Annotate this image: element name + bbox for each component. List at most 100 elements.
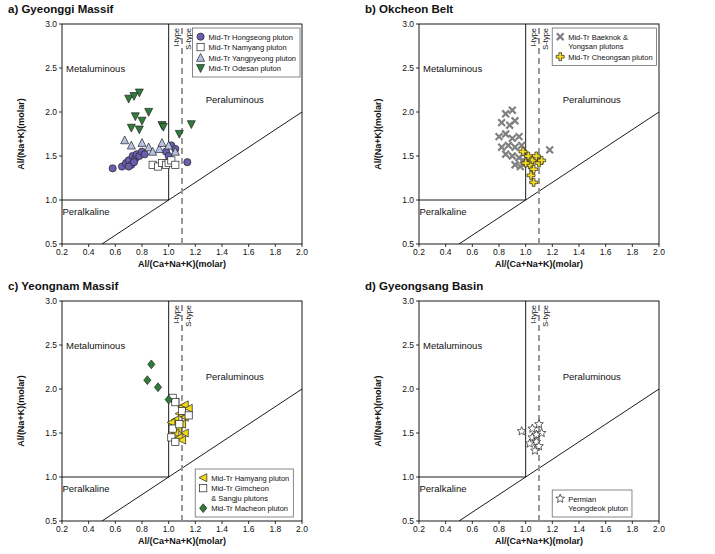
y-tick-label: 1.5 xyxy=(45,428,57,438)
legend-label-line: Permian xyxy=(568,495,598,504)
point xyxy=(109,165,116,172)
point xyxy=(517,427,526,435)
y-tick xyxy=(416,433,419,434)
y-tick xyxy=(416,200,419,201)
y-tick-label: 2.0 xyxy=(402,384,414,394)
legend-label: Mid-Tr Baeknok & Yongsan plutons xyxy=(568,33,630,52)
x-tick-label: 1.2 xyxy=(189,247,201,257)
legend-label: Mid-Tr Gimcheon & Sangju plutons xyxy=(211,484,271,503)
plot-area xyxy=(62,301,302,521)
series xyxy=(109,142,191,172)
x-tick-label: 0.8 xyxy=(493,247,505,257)
plot-area xyxy=(419,24,659,244)
legend-marker xyxy=(200,485,207,492)
point xyxy=(125,95,133,103)
point xyxy=(498,144,505,151)
legend-label-line: & Sangju plutons xyxy=(211,494,268,503)
point xyxy=(130,93,138,101)
point xyxy=(158,139,166,147)
legend-label: Mid-Tr Macheon pluton xyxy=(211,504,288,513)
x-tick-label: 1.8 xyxy=(269,524,281,534)
point xyxy=(502,110,509,117)
y-tick xyxy=(416,24,419,25)
reference-line xyxy=(168,301,169,477)
page: {"chart_data": [ {"type": "scatter", "ti… xyxy=(0,0,715,554)
y-axis-label: Al/(Na+K)(molar) xyxy=(373,98,383,169)
y-tick-label: 2.5 xyxy=(45,63,57,73)
y-tick xyxy=(416,521,419,522)
plot-frame xyxy=(62,301,302,521)
x-tick-label: 1.6 xyxy=(600,524,612,534)
y-tick xyxy=(416,68,419,69)
annotation: Metaluminous xyxy=(423,63,482,74)
point xyxy=(527,171,535,179)
x-tick-label: 1.0 xyxy=(163,524,175,534)
legend-marker xyxy=(556,494,565,502)
point xyxy=(169,425,176,432)
series xyxy=(519,148,546,187)
annotation: Peralkaline xyxy=(63,206,110,217)
legend-box xyxy=(193,28,300,77)
reference-line xyxy=(525,24,526,200)
legend-label: Mid-Tr Hongseong pluton xyxy=(209,33,293,42)
plot-frame xyxy=(62,24,302,244)
y-tick-label: 0.5 xyxy=(45,516,57,526)
x-tick-label: 1.6 xyxy=(243,524,255,534)
x-tick-label: 2.0 xyxy=(653,247,665,257)
y-tick-label: 2.0 xyxy=(402,107,414,117)
point xyxy=(184,159,191,166)
point xyxy=(127,141,135,149)
point xyxy=(502,151,509,158)
y-tick-label: 2.0 xyxy=(45,384,57,394)
reference-line xyxy=(538,24,540,244)
legend-marker xyxy=(557,33,564,40)
x-tick-label: 1.2 xyxy=(546,524,558,534)
x-tick-label: 0.6 xyxy=(109,524,121,534)
point xyxy=(138,139,146,147)
x-axis-label: Al/(Ca+Na+K)(molar) xyxy=(495,536,583,546)
point xyxy=(505,142,512,149)
legend-marker xyxy=(197,44,204,51)
annotation: Metaluminous xyxy=(66,63,125,74)
point xyxy=(148,360,155,369)
point xyxy=(121,136,129,144)
point xyxy=(165,395,172,404)
annotation: I-type xyxy=(529,305,538,324)
annotation: Peraluminous xyxy=(563,371,621,382)
y-tick-label: 2.5 xyxy=(402,340,414,350)
x-tick-label: 1.0 xyxy=(520,524,532,534)
legend: Permian Yeongdeok pluton xyxy=(552,490,632,517)
point xyxy=(149,147,157,155)
legend-marker xyxy=(197,33,204,40)
plot-frame xyxy=(419,301,659,521)
point xyxy=(509,107,516,114)
point xyxy=(512,117,519,124)
point xyxy=(172,438,179,445)
x-tick-label: 1.4 xyxy=(216,247,228,257)
series xyxy=(167,398,192,444)
reference-line xyxy=(459,389,659,521)
x-tick-label: 1.0 xyxy=(520,247,532,257)
reference-line xyxy=(525,301,526,477)
series xyxy=(168,394,193,445)
point xyxy=(141,151,148,158)
x-tick-label: 1.0 xyxy=(163,247,175,257)
y-tick-label: 1.0 xyxy=(402,472,414,482)
x-tick-label: 1.8 xyxy=(626,247,638,257)
reference-line xyxy=(419,200,526,201)
y-tick-label: 3.0 xyxy=(402,19,414,29)
title: b) Okcheon Belt xyxy=(365,3,453,15)
annotation: Peraluminous xyxy=(206,94,264,105)
panel: b) Okcheon Belt0.20.40.60.81.01.21.41.61… xyxy=(365,3,665,269)
title: d) Gyeongsang Basin xyxy=(365,280,483,292)
legend-box xyxy=(552,28,656,66)
x-axis-label: Al/(Ca+Na+K)(molar) xyxy=(495,259,583,269)
y-tick xyxy=(416,389,419,390)
legend-label: Mid-Tr Odesan pluton xyxy=(209,64,281,73)
annotation: I-type xyxy=(529,28,538,47)
annotation: S-type xyxy=(184,305,193,327)
point xyxy=(130,159,137,166)
x-tick-label: 1.4 xyxy=(216,524,228,534)
legend: Mid-Tr Baeknok & Yongsan plutonsMid-Tr C… xyxy=(552,28,656,66)
point xyxy=(502,131,509,138)
